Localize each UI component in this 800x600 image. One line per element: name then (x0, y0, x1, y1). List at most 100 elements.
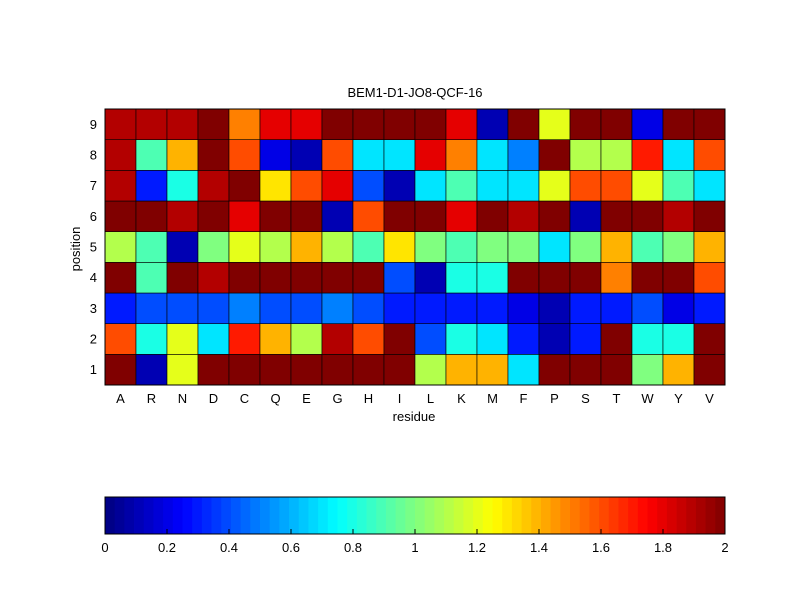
heatmap-cell (104, 108, 137, 140)
heatmap-cell (631, 292, 664, 324)
heatmap-cell (290, 323, 323, 355)
x-tick-label: M (487, 391, 498, 406)
colorbar-tick-label: 1.6 (592, 540, 610, 555)
heatmap-cell (662, 323, 695, 355)
colorbar-tick-label: 1.8 (654, 540, 672, 555)
heatmap-cell (259, 292, 292, 324)
heatmap-cell (135, 170, 168, 202)
heatmap-cell (259, 231, 292, 263)
x-tick-label: N (178, 391, 187, 406)
colorbar-swatch (686, 497, 697, 534)
heatmap-cell (321, 170, 354, 202)
y-tick-label: 9 (90, 117, 97, 132)
y-tick-label: 8 (90, 148, 97, 163)
chart-title: BEM1-D1-JO8-QCF-16 (347, 85, 482, 100)
colorbar-tick-label: 1.2 (468, 540, 486, 555)
colorbar-swatch (337, 497, 348, 534)
colorbar-swatch (531, 497, 542, 534)
colorbar-swatch (143, 497, 154, 534)
heatmap-cell (135, 292, 168, 324)
colorbar-swatch (395, 497, 406, 534)
heatmap-cell (569, 262, 602, 294)
heatmap-cell (600, 292, 633, 324)
heatmap-cell (352, 262, 385, 294)
heatmap-cell (135, 108, 168, 140)
heatmap-cell (352, 108, 385, 140)
colorbar-swatch (666, 497, 677, 534)
heatmap-cell (476, 170, 509, 202)
heatmap-cell (135, 139, 168, 171)
heatmap-cell (631, 139, 664, 171)
colorbar (105, 497, 726, 534)
heatmap-cell (135, 354, 168, 386)
heatmap-cell (600, 231, 633, 263)
heatmap-cell (228, 354, 261, 386)
heatmap-cell (662, 292, 695, 324)
x-tick-label: K (457, 391, 466, 406)
heatmap-cell (445, 262, 478, 294)
colorbar-swatch (511, 497, 522, 534)
heatmap-cell (197, 262, 230, 294)
heatmap-cell (600, 323, 633, 355)
colorbar-swatch (385, 497, 397, 534)
heatmap-cell (507, 292, 540, 324)
heatmap-cell (197, 139, 230, 171)
heatmap-cell (321, 292, 354, 324)
colorbar-swatch (453, 497, 464, 534)
heatmap-cell (321, 323, 354, 355)
heatmap-cell (507, 108, 540, 140)
x-tick-label: C (240, 391, 249, 406)
x-tick-label: Q (270, 391, 280, 406)
colorbar-swatch (676, 497, 687, 534)
heatmap-cell (228, 200, 261, 232)
x-tick-label: V (705, 391, 714, 406)
colorbar-swatch (628, 497, 639, 534)
heatmap-cell (538, 262, 571, 294)
x-axis-label: residue (393, 409, 436, 424)
colorbar-swatch (618, 497, 629, 534)
heatmap-cell (135, 200, 168, 232)
heatmap-cell (569, 323, 602, 355)
heatmap-cell (414, 323, 447, 355)
heatmap-cell (693, 262, 726, 294)
colorbar-swatch (298, 497, 309, 534)
colorbar-swatch (105, 497, 116, 534)
colorbar-swatch (540, 497, 552, 534)
heatmap-cell (352, 292, 385, 324)
colorbar-tick-label: 0.2 (158, 540, 176, 555)
heatmap-cell (352, 200, 385, 232)
colorbar-swatch (308, 497, 319, 534)
colorbar-swatch (230, 497, 242, 534)
heatmap-cell (538, 292, 571, 324)
colorbar-swatch (550, 497, 561, 534)
heatmap-cell (135, 323, 168, 355)
heatmap-cell (197, 200, 230, 232)
y-tick-labels: 1 2 3 4 5 6 7 8 9 (90, 117, 97, 377)
colorbar-swatch (366, 497, 377, 534)
x-tick-label: T (613, 391, 621, 406)
colorbar-swatch (163, 497, 174, 534)
heatmap-cell (445, 200, 478, 232)
colorbar-swatch (201, 497, 212, 534)
colorbar-swatch (444, 497, 455, 534)
heatmap-cell (166, 231, 199, 263)
heatmap-cell (352, 231, 385, 263)
heatmap-cells (104, 108, 726, 386)
heatmap-cell (197, 323, 230, 355)
colorbar-swatch (250, 497, 261, 534)
heatmap-cell (197, 292, 230, 324)
heatmap-cell (104, 262, 137, 294)
x-tick-label: R (147, 391, 156, 406)
heatmap-cell (321, 231, 354, 263)
colorbar-swatch (521, 497, 532, 534)
colorbar-swatch (589, 497, 600, 534)
heatmap-cell (290, 262, 323, 294)
colorbar-tick-label: 1 (411, 540, 418, 555)
colorbar-swatch (715, 497, 726, 534)
plot-frame (104, 108, 726, 386)
heatmap-cell (414, 292, 447, 324)
x-tick-label: P (550, 391, 559, 406)
heatmap-cell (445, 139, 478, 171)
colorbar-swatch (269, 497, 280, 534)
